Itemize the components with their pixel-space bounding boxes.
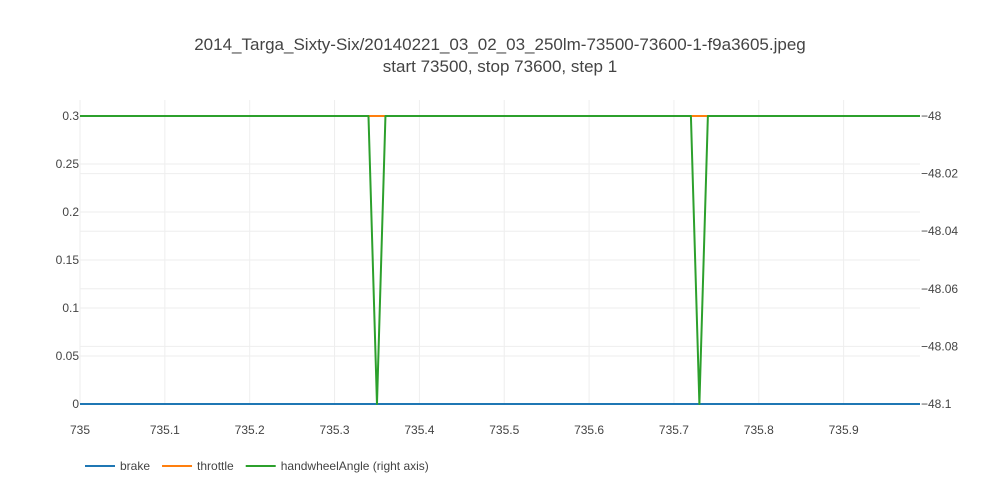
- legend: brake throttle handwheelAngle (right axis): [85, 459, 429, 473]
- y-axis-right: −48.1 −48.08 −48.06 −48.04 −48.02 −48: [921, 109, 958, 411]
- legend-label-throttle: throttle: [197, 459, 234, 473]
- x-gridlines: [79, 100, 845, 404]
- chart-subtitle: start 73500, stop 73600, step 1: [383, 57, 617, 76]
- x-tick-label: 735.4: [404, 423, 434, 437]
- x-tick-label: 735.9: [829, 423, 859, 437]
- y-left-tick-label: 0.2: [62, 205, 79, 219]
- legend-label-handwheelangle: handwheelAngle (right axis): [281, 459, 429, 473]
- y-right-tick-label: −48.04: [921, 224, 958, 238]
- x-tick-label: 735.5: [489, 423, 519, 437]
- x-tick-label: 735: [70, 423, 90, 437]
- y-left-tick-label: 0.1: [62, 301, 79, 315]
- legend-label-brake: brake: [120, 459, 150, 473]
- y-gridlines: [80, 115, 920, 405]
- x-axis: 735 735.1 735.2 735.3 735.4 735.5 735.6 735.7 73…: [70, 423, 859, 437]
- y-axis-left: 0 0.05 0.1 0.15 0.2 0.25 0.3: [56, 109, 80, 411]
- y-left-tick-label: 0.15: [56, 253, 80, 267]
- chart-title: 2014_Targa_Sixty-Six/20140221_03_02_03_2…: [194, 35, 806, 54]
- x-tick-label: 735.2: [235, 423, 265, 437]
- y-right-tick-label: −48.08: [921, 339, 958, 353]
- y-right-tick-label: −48.06: [921, 282, 958, 296]
- x-tick-label: 735.8: [744, 423, 774, 437]
- y-right-tick-label: −48.1: [921, 397, 952, 411]
- y-right-tick-label: −48: [921, 109, 942, 123]
- x-tick-label: 735.7: [659, 423, 689, 437]
- series-line-handwheelangle: [80, 115, 920, 405]
- x-tick-label: 735.6: [574, 423, 604, 437]
- y-left-tick-label: 0.25: [56, 157, 80, 171]
- y-left-tick-label: 0.05: [56, 349, 80, 363]
- x-tick-label: 735.1: [150, 423, 180, 437]
- y-right-tick-label: −48.02: [921, 167, 958, 181]
- series-layer: [80, 115, 920, 405]
- x-tick-label: 735.3: [320, 423, 350, 437]
- y-left-tick-label: 0.3: [62, 109, 79, 123]
- y-left-tick-label: 0: [72, 397, 79, 411]
